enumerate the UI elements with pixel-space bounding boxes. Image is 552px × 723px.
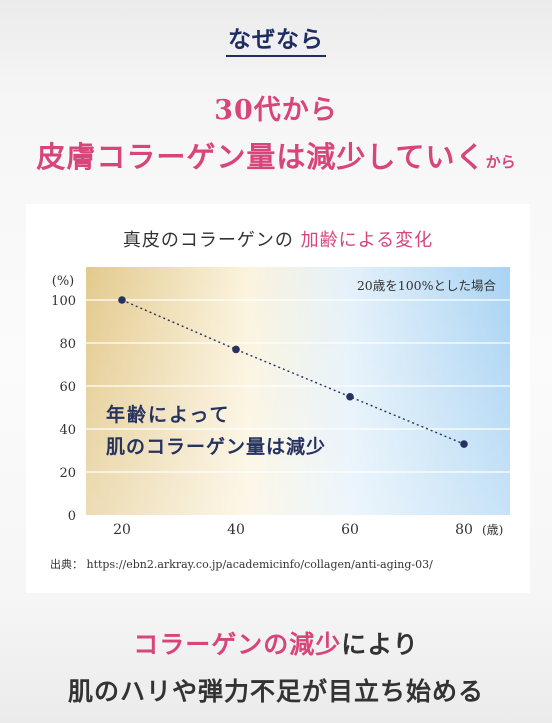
- conclusion-accent: コラーゲンの減少: [133, 630, 342, 659]
- chart-title-main: 真皮のコラーゲンの: [122, 230, 294, 251]
- headline-line2: 皮膚コラーゲン量は減少していくから: [0, 134, 552, 176]
- data-point: [460, 440, 468, 448]
- collagen-line-chart: 0 20 40 60 80 100 20 40 60 80 (%) (歳) 20歳を100%とし…: [51, 267, 510, 538]
- x-tick-labels: 20 40 60 80: [113, 522, 473, 538]
- y-tick-label: 80: [59, 337, 76, 352]
- intro-why: なぜなら: [226, 26, 326, 57]
- x-tick-label: 40: [227, 522, 245, 538]
- headline-line2-small: から: [485, 153, 516, 171]
- y-tick-label: 60: [59, 380, 76, 395]
- annotation-line2: 肌のコラーゲン量は減少: [106, 435, 326, 458]
- source-citation: 出典： https://ebn2.arkray.co.jp/academicin…: [50, 556, 433, 572]
- source-label: 出典：: [50, 558, 83, 571]
- y-tick-label: 40: [59, 423, 76, 438]
- intro-heading: なぜなら: [0, 20, 552, 57]
- x-axis-unit: (歳): [482, 523, 503, 537]
- headline-line2-main: 皮膚コラーゲン量は減少していく: [36, 140, 486, 174]
- chart-title: 真皮のコラーゲンの 加齢による変化: [26, 226, 530, 252]
- x-tick-label: 60: [341, 522, 359, 538]
- chart-title-accent: 加齢による変化: [300, 230, 434, 251]
- data-point: [118, 296, 126, 304]
- conclusion-line2: 肌のハリや弾力不足が目立ち始める: [67, 677, 484, 706]
- y-tick-label: 20: [59, 466, 76, 481]
- x-tick-label: 80: [455, 522, 473, 538]
- headline-line1: 30代から: [214, 95, 338, 126]
- y-tick-labels: 0 20 40 60 80 100: [51, 294, 76, 524]
- x-tick-label: 20: [113, 522, 131, 538]
- y-axis-unit: (%): [52, 274, 75, 289]
- series-line: [121, 299, 465, 445]
- conclusion-line1: コラーゲンの減少により: [0, 625, 552, 661]
- data-point: [346, 392, 354, 401]
- data-point: [232, 345, 240, 354]
- y-tick-label: 0: [68, 509, 76, 524]
- plot-background-overlay: [86, 267, 510, 515]
- series-collagen: [118, 296, 468, 448]
- y-tick-label: 100: [51, 294, 76, 309]
- source-url: https://ebn2.arkray.co.jp/academicinfo/c…: [86, 558, 433, 571]
- chart-card: 真皮のコラーゲンの 加齢による変化 0 20 40 60 80 100 20 40 60 80 …: [26, 204, 530, 593]
- chart-note: 20歳を100%とした場合: [357, 278, 497, 293]
- conclusion-rest: により: [341, 630, 419, 659]
- annotation-line1: 年齢によって: [106, 403, 230, 426]
- gridlines: [86, 299, 510, 473]
